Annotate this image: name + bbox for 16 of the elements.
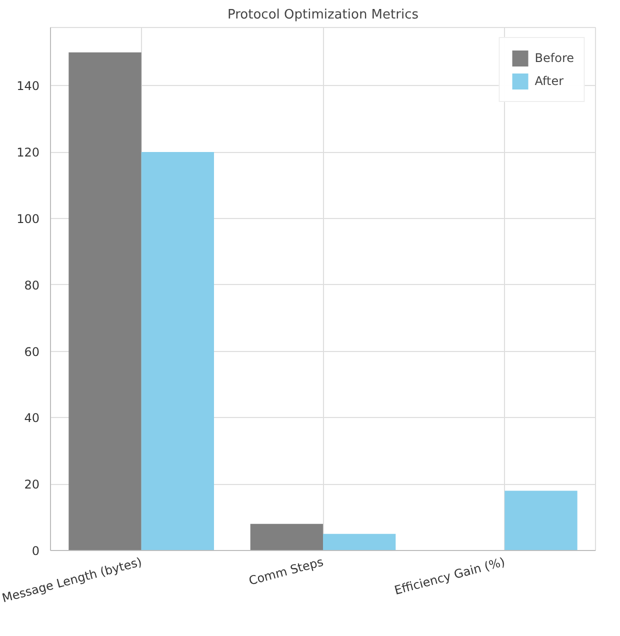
x-tick-label: Comm Steps [247,554,325,588]
bar [504,490,578,550]
y-tick-label: 20 [24,478,40,492]
bar [141,152,214,550]
bar [250,524,323,550]
legend-label: After [534,74,564,88]
chart-title: Protocol Optimization Metrics [228,8,419,22]
bar [68,52,142,550]
legend-label: Before [534,51,574,65]
y-tick-label: 100 [16,212,40,226]
y-tick-label: 140 [16,79,40,94]
y-tick-label: 120 [16,146,40,160]
y-tick-label: 80 [24,278,40,292]
bar [323,534,396,550]
y-tick-label: 40 [24,411,40,426]
y-tick-label: 60 [24,344,40,359]
